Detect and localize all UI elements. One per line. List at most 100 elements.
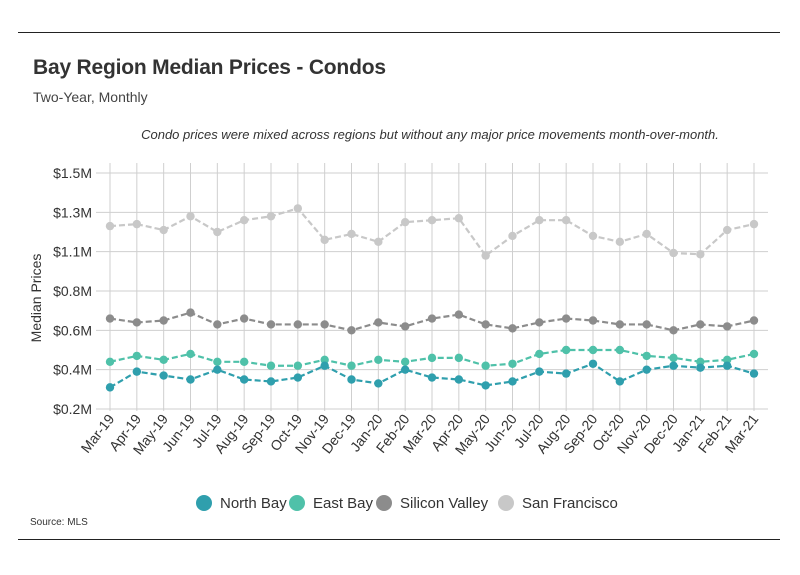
data-point-east-bay [320,355,329,365]
data-point-san-francisco [696,250,705,259]
data-point-silicon-valley [508,324,517,333]
y-tick-label: $0.6M [53,322,92,338]
data-point-north-bay [213,365,222,374]
data-point-silicon-valley [186,308,195,317]
data-point-san-francisco [749,219,759,229]
data-point-san-francisco [669,248,678,258]
data-point-silicon-valley [213,320,222,329]
legend-label: Silicon Valley [400,495,489,512]
x-axis-ticks: Mar-19Apr-19May-19Jun-19Jul-19Aug-19Sep-… [77,411,761,458]
data-point-east-bay [159,355,168,365]
data-point-silicon-valley [454,310,464,319]
data-point-east-bay [239,357,249,366]
data-point-north-bay [266,377,276,386]
y-tick-label: $0.8M [53,283,92,299]
chart-subtitle: Two-Year, Monthly [33,89,148,105]
data-point-silicon-valley [615,320,625,329]
data-point-north-bay [374,379,383,388]
data-point-san-francisco [481,251,490,260]
legend-swatch [289,495,305,511]
data-point-silicon-valley [588,316,598,325]
data-point-east-bay [615,345,625,355]
data-point-north-bay [239,375,249,384]
data-point-silicon-valley [696,320,705,329]
data-point-san-francisco [642,229,651,239]
data-point-east-bay [105,357,115,366]
series-silicon-valley [105,308,759,335]
data-point-north-bay [722,361,732,370]
legend-label: East Bay [313,495,374,512]
y-axis-ticks: $1.5M $1.3M $1.1M $0.8M $0.6M $0.4M $0.2M [53,165,92,417]
data-point-east-bay [132,351,142,361]
data-point-silicon-valley [427,314,437,323]
legend-item-north-bay: North Bay [196,495,287,512]
y-tick-label: $0.2M [53,401,92,417]
data-point-san-francisco [186,212,195,221]
data-point-silicon-valley [374,318,383,327]
data-point-silicon-valley [561,314,571,323]
data-point-san-francisco [266,212,276,221]
top-rule [18,32,780,33]
data-point-north-bay [588,359,598,368]
data-point-east-bay [722,355,732,365]
y-tick-label: $1.1M [53,244,92,260]
data-point-north-bay [293,373,303,382]
data-point-silicon-valley [669,326,678,335]
data-point-silicon-valley [266,320,276,329]
data-point-san-francisco [293,204,303,213]
legend-swatch [498,495,514,511]
data-point-san-francisco [320,235,329,245]
y-tick-label: $0.4M [53,362,92,378]
data-point-east-bay [266,361,276,370]
data-point-north-bay [749,369,759,378]
data-point-east-bay [293,361,303,370]
data-point-north-bay [105,383,115,392]
data-point-silicon-valley [347,326,356,335]
data-point-silicon-valley [159,316,168,325]
y-axis-label: Median Prices [28,254,44,343]
y-tick-label: $1.3M [53,204,92,220]
data-point-silicon-valley [722,322,732,331]
chart-title: Bay Region Median Prices - Condos [33,56,386,79]
source-note: Source: MLS [30,517,88,528]
data-point-san-francisco [159,225,168,235]
data-point-east-bay [427,353,437,363]
data-point-north-bay [561,369,571,378]
legend-item-silicon-valley: Silicon Valley [376,495,489,512]
data-point-san-francisco [427,216,437,225]
data-point-san-francisco [374,237,383,247]
legend-swatch [196,495,212,511]
data-point-san-francisco [722,225,732,235]
data-point-san-francisco [347,229,356,239]
data-point-east-bay [749,349,759,359]
data-point-san-francisco [400,217,410,227]
data-point-silicon-valley [535,318,544,327]
data-point-north-bay [642,365,651,374]
data-point-silicon-valley [749,316,759,325]
data-point-north-bay [696,363,705,372]
data-point-east-bay [642,351,651,361]
data-point-silicon-valley [400,322,410,331]
data-point-east-bay [561,345,571,355]
series-east-bay [105,345,759,370]
data-point-east-bay [508,359,517,368]
data-point-east-bay [186,349,195,359]
legend-label: San Francisco [522,495,618,512]
data-point-north-bay [615,377,625,386]
data-point-east-bay [588,345,598,355]
data-point-east-bay [374,355,383,365]
y-tick-label: $1.5M [53,165,92,181]
legend-item-east-bay: East Bay [289,495,374,512]
data-point-north-bay [481,381,490,390]
data-point-san-francisco [508,231,517,241]
data-point-north-bay [508,377,517,386]
data-point-silicon-valley [481,320,490,329]
data-point-north-bay [669,361,678,370]
data-point-san-francisco [535,216,544,225]
data-point-east-bay [696,357,705,366]
data-point-north-bay [159,371,168,380]
data-point-silicon-valley [132,318,142,327]
data-point-san-francisco [213,227,222,237]
legend: North Bay East Bay Silicon Valley San Franc… [196,495,618,512]
